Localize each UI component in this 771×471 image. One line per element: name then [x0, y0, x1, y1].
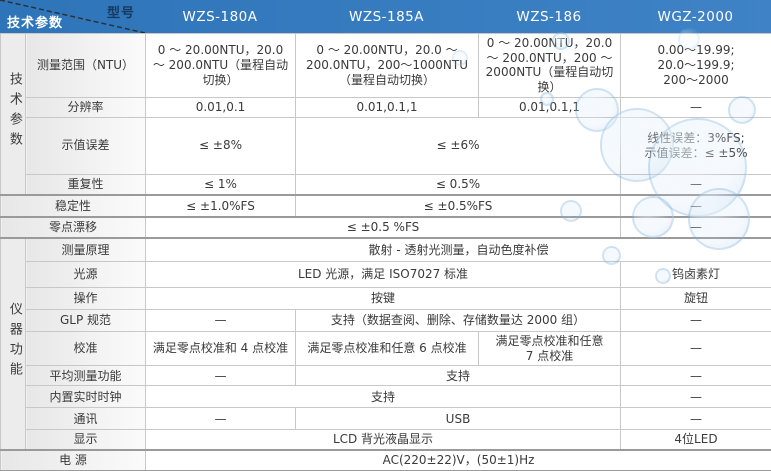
cell-light-wgz2000: 钨卤素灯	[620, 261, 771, 289]
row-calibration: 校准 满足零点校准和 4 点校准 满足零点校准和任意 6 点校准 满足零点校准和…	[1, 331, 771, 367]
cell-stability-wgz2000: —	[620, 194, 771, 218]
row-indication-error: 示值误差 ≤ ±8% ≤ ±6% 线性误差：3%FS; 示值误差：≤ ±5%	[1, 116, 771, 175]
cell-calibration-wzs186: 满足零点校准和任意 7 点校准	[478, 331, 621, 367]
label-realtime-clock: 内置实时时钟	[25, 385, 146, 409]
label-repeatability: 重复性	[25, 173, 146, 196]
cell-averaging-wzs180a: —	[145, 365, 296, 387]
label-calibration: 校准	[25, 331, 146, 367]
cell-calibration-wzs185a: 满足零点校准和任意 6 点校准	[295, 331, 479, 367]
row-operation: 操作 按键 旋钮	[1, 287, 771, 311]
column-header-wzs180a: WZS-180A	[182, 8, 258, 25]
column-header-wzs185a: WZS-185A	[348, 8, 425, 25]
section-instrument-functions: 仪器功能	[0, 236, 26, 451]
cell-range-wzs185a: 0 ～ 20.00NTU，20.0 ～ 200.0NTU，200～1000NTU…	[295, 33, 479, 98]
corner-params-label: 技术参数	[7, 16, 64, 31]
cell-calibration-wgz2000: —	[620, 331, 771, 367]
cell-clock-wgz2000: —	[620, 385, 771, 409]
row-communication: 通讯 — USB —	[1, 407, 771, 431]
cell-resolution-wzs185a: 0.01,0.1,1	[295, 96, 479, 118]
label-display: 显示	[25, 429, 146, 451]
row-repeatability: 重复性 ≤ 1% ≤ 0.5% —	[1, 173, 771, 196]
header-corner-cell: 型号 技术参数	[0, 0, 145, 33]
table-header-row: 型号 技术参数 WZS-180A WZS-185A WZS-186 WGZ-20…	[0, 0, 771, 33]
cell-display-wgz2000: 4位LED	[620, 429, 771, 451]
cell-resolution-wzs186: 0.01,0.1,1	[478, 96, 621, 118]
cell-resolution-wgz2000: —	[620, 96, 771, 118]
corner-model-label: 型号	[106, 6, 135, 21]
cell-glp-wgz2000: —	[620, 309, 771, 333]
cell-light-wzs: LED 光源，满足 ISO7027 标准	[145, 261, 621, 289]
cell-resolution-wzs180a: 0.01,0.1	[145, 96, 296, 118]
cell-averaging-wzs185a-186: 支持	[295, 365, 621, 387]
diagonal-divider-line	[0, 0, 145, 33]
label-indication-error: 示值误差	[25, 116, 146, 175]
column-header-wzs186: WZS-186	[516, 8, 582, 25]
cell-range-wzs180a: 0 ～ 20.00NTU，20.0 ～ 200.0NTU（量程自动切换）	[145, 33, 296, 98]
cell-comm-wgz2000: —	[620, 407, 771, 431]
cell-repeat-wgz2000: —	[620, 173, 771, 196]
cell-error-wzs180a: ≤ ±8%	[145, 116, 296, 175]
cell-zero-drift-wgz2000: —	[620, 216, 771, 239]
label-communication: 通讯	[25, 407, 146, 431]
label-power: 电 源	[0, 449, 146, 471]
row-power: 电 源 AC(220±22)V，(50±1)Hz	[0, 449, 771, 471]
row-zero-drift: 零点漂移 ≤ ±0.5 %FS —	[0, 216, 771, 239]
cell-averaging-wgz2000: —	[620, 365, 771, 387]
label-light-source: 光源	[25, 261, 146, 289]
spec-table: 技术参数 测量范围（NTU） 0 ～ 20.00NTU，20.0 ～ 200.0…	[0, 33, 771, 471]
cell-error-wzs185a-186: ≤ ±6%	[295, 116, 621, 175]
cell-glp-wzs185a-186: 支持（数据查阅、删除、存储数量达 2000 组）	[295, 309, 621, 333]
row-measuring-principle: 仪器功能 测量原理 散射 - 透射光测量，自动色度补偿	[0, 236, 771, 451]
cell-zero-drift-wzs: ≤ ±0.5 %FS	[145, 216, 621, 239]
label-glp: GLP 规范	[25, 309, 146, 333]
label-averaging: 平均测量功能	[25, 365, 146, 387]
label-zero-drift: 零点漂移	[0, 216, 146, 239]
cell-repeat-wzs180a: ≤ 1%	[145, 173, 296, 196]
label-measurement-range: 测量范围（NTU）	[25, 33, 146, 98]
row-realtime-clock: 内置实时时钟 支持 —	[1, 385, 771, 409]
row-display: 显示 LCD 背光液晶显示 4位LED	[1, 429, 771, 451]
cell-range-wgz2000: 0.00～19.99; 20.0～199.9; 200～2000	[620, 33, 771, 98]
cell-stability-wzs185a-186: ≤ ±0.5%FS	[295, 194, 621, 218]
row-glp: GLP 规范 — 支持（数据查阅、删除、存储数量达 2000 组） —	[1, 309, 771, 333]
row-measurement-range: 技术参数 测量范围（NTU） 0 ～ 20.00NTU，20.0 ～ 200.0…	[0, 33, 771, 196]
cell-comm-wzs185a-186: USB	[295, 407, 621, 431]
row-stability: 稳定性 ≤ ±1.0%FS ≤ ±0.5%FS —	[0, 194, 771, 218]
label-operation: 操作	[25, 287, 146, 311]
cell-operation-wgz2000: 旋钮	[620, 287, 771, 311]
row-resolution: 分辨率 0.01,0.1 0.01,0.1,1 0.01,0.1,1 —	[1, 96, 771, 118]
column-header-wgz2000: WGZ-2000	[657, 8, 734, 25]
row-light-source: 光源 LED 光源，满足 ISO7027 标准 钨卤素灯	[1, 261, 771, 289]
cell-principle-all: 散射 - 透射光测量，自动色度补偿	[145, 236, 771, 263]
cell-range-wzs186: 0 ～ 20.00NTU，20.0 ～ 200.0NTU，200 ～ 2000N…	[478, 33, 621, 98]
cell-comm-wzs180a: —	[145, 407, 296, 431]
cell-power-all: AC(220±22)V，(50±1)Hz	[145, 449, 771, 471]
cell-calibration-wzs180a: 满足零点校准和 4 点校准	[145, 331, 296, 367]
label-resolution: 分辨率	[25, 96, 146, 118]
cell-clock-wzs: 支持	[145, 385, 621, 409]
cell-display-wzs: LCD 背光液晶显示	[145, 429, 621, 451]
cell-operation-wzs: 按键	[145, 287, 621, 311]
cell-repeat-wzs185a-186: ≤ 0.5%	[295, 173, 621, 196]
label-measuring-principle: 测量原理	[25, 236, 146, 263]
cell-error-wgz2000: 线性误差：3%FS; 示值误差：≤ ±5%	[620, 116, 771, 175]
section-tech-params: 技术参数	[0, 33, 26, 196]
row-averaging: 平均测量功能 — 支持 —	[1, 365, 771, 387]
cell-glp-wzs180a: —	[145, 309, 296, 333]
cell-stability-wzs180a: ≤ ±1.0%FS	[145, 194, 296, 218]
label-stability: 稳定性	[0, 194, 146, 218]
